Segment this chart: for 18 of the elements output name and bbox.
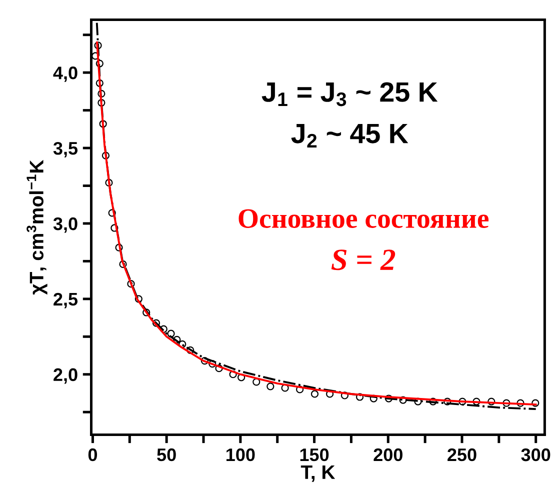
x-tick-label: 250 [448,448,476,462]
x-tick-label: 300 [521,448,550,462]
annotation: J$_{1}$ = J$_{3}$ ~ 25 K [262,82,438,106]
x-tick-label: 0 [88,448,98,462]
x-tick-label: 50 [157,448,176,462]
y-tick-label: 2,5 [54,292,78,308]
x-tick-label: 200 [374,448,402,462]
annotation: S = 2 [331,250,396,270]
y-tick-label: 3,0 [53,217,78,233]
annotation: Основное состояние [238,209,489,228]
annotation: J$_{2}$ ~ 45 K [291,124,408,148]
x-tick-label: 150 [300,448,329,462]
y-tick-label: 3,5 [53,142,78,158]
x-axis-title: T, K [300,465,336,482]
y-tick-label: 4,0 [53,66,78,82]
x-tick-label: 100 [226,448,255,462]
y-axis-title: χT, cm$^{3}$mol$^{−1}$K [26,160,48,295]
y-tick-label: 2,0 [54,368,78,384]
